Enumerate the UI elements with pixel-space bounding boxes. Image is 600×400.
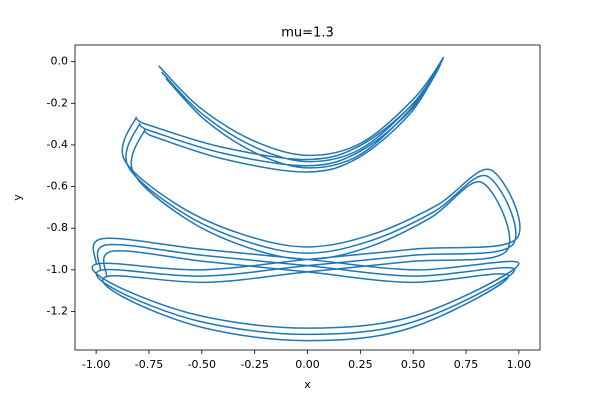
x-tick-label: -0.50	[188, 358, 216, 371]
y-tick-label: 0.0	[51, 55, 69, 68]
x-axis-label: x	[304, 378, 311, 391]
x-tick-label: 0.50	[401, 358, 426, 371]
x-tick-label: -1.00	[82, 358, 110, 371]
x-tick-label: 0.75	[454, 358, 479, 371]
y-tick-label: -0.6	[47, 180, 68, 193]
line	[91, 56, 521, 342]
y-tick-label: -0.2	[47, 96, 68, 109]
y-tick-label: -1.2	[47, 304, 68, 317]
chart-title: mu=1.3	[281, 26, 333, 41]
plot-frame	[74, 44, 541, 351]
x-tick-label: -0.25	[240, 358, 268, 371]
x-tick-label: 0.25	[348, 358, 373, 371]
y-tick-label: -1.0	[47, 263, 68, 276]
y-tick-label: -0.8	[47, 221, 68, 234]
y-axis-label: y	[11, 194, 24, 201]
x-tick-label: 1.00	[507, 358, 532, 371]
x-tick-label: 0.00	[295, 358, 320, 371]
x-tick-label: -0.75	[135, 358, 163, 371]
y-tick-label: -0.4	[47, 138, 68, 151]
